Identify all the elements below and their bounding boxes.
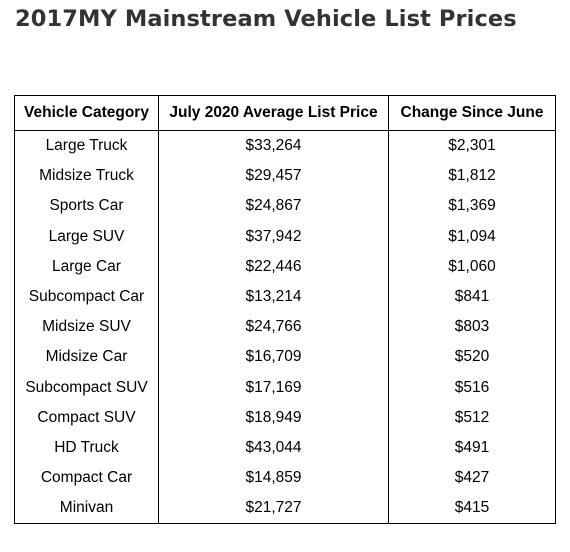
column-header-vehicle-category: Vehicle Category [14,95,159,131]
change-since-june-cell: $1,369 [388,191,556,222]
change-since-june-cell: $1,060 [388,251,556,282]
vehicle-category-cell: Minivan [14,493,159,525]
table-row: Compact SUV $18,949 $512 [14,402,556,433]
vehicle-category-cell: Large SUV [14,221,159,252]
vehicle-category-cell: Sports Car [14,191,159,222]
table-row: HD Truck $43,044 $491 [14,432,556,464]
table-row: Subcompact Car $13,214 $841 [14,281,556,313]
change-since-june-cell: $415 [388,493,556,525]
vehicle-category-cell: Midsize Truck [14,161,159,192]
average-list-price-cell: $22,446 [158,251,389,282]
column-header-average-list-price: July 2020 Average List Price [158,95,389,131]
vehicle-category-cell: Midsize SUV [14,312,159,343]
vehicle-category-cell: Large Car [14,251,159,282]
average-list-price-cell: $18,949 [158,402,389,433]
change-since-june-cell: $427 [388,463,556,494]
average-list-price-cell: $33,264 [158,130,389,162]
change-since-june-cell: $516 [388,372,556,403]
change-since-june-cell: $491 [388,432,556,464]
table-row: Minivan $21,727 $415 [14,493,556,525]
average-list-price-cell: $16,709 [158,342,389,373]
average-list-price-cell: $13,214 [158,281,389,313]
change-since-june-cell: $841 [388,281,556,313]
vehicle-category-cell: Compact Car [14,463,159,494]
table-header-row: Vehicle Category July 2020 Average List … [14,95,556,131]
column-header-change-since-june: Change Since June [388,95,556,131]
table-row: Subcompact SUV $17,169 $516 [14,372,556,403]
vehicle-category-cell: Subcompact Car [14,281,159,313]
table-row: Midsize Truck $29,457 $1,812 [14,161,556,192]
average-list-price-cell: $21,727 [158,493,389,525]
change-since-june-cell: $1,094 [388,221,556,252]
change-since-june-cell: $512 [388,402,556,433]
vehicle-category-cell: Large Truck [14,130,159,162]
change-since-june-cell: $2,301 [388,130,556,162]
table-row: Midsize Car $16,709 $520 [14,342,556,373]
average-list-price-cell: $24,867 [158,191,389,222]
average-list-price-cell: $17,169 [158,372,389,403]
average-list-price-cell: $24,766 [158,312,389,343]
average-list-price-cell: $43,044 [158,432,389,464]
table-row: Large Car $22,446 $1,060 [14,251,556,282]
vehicle-category-cell: Subcompact SUV [14,372,159,403]
vehicle-category-cell: Compact SUV [14,402,159,433]
table-row: Midsize SUV $24,766 $803 [14,312,556,343]
price-table: Vehicle Category July 2020 Average List … [14,95,556,525]
average-list-price-cell: $14,859 [158,463,389,494]
change-since-june-cell: $1,812 [388,161,556,192]
table-row: Sports Car $24,867 $1,369 [14,191,556,222]
table-row: Large Truck $33,264 $2,301 [14,130,556,162]
average-list-price-cell: $29,457 [158,161,389,192]
vehicle-category-cell: Midsize Car [14,342,159,373]
table-row: Large SUV $37,942 $1,094 [14,221,556,252]
vehicle-category-cell: HD Truck [14,432,159,464]
table-row: Compact Car $14,859 $427 [14,463,556,494]
average-list-price-cell: $37,942 [158,221,389,252]
change-since-june-cell: $520 [388,342,556,373]
change-since-june-cell: $803 [388,312,556,343]
page-title: 2017MY Mainstream Vehicle List Prices [15,6,517,32]
